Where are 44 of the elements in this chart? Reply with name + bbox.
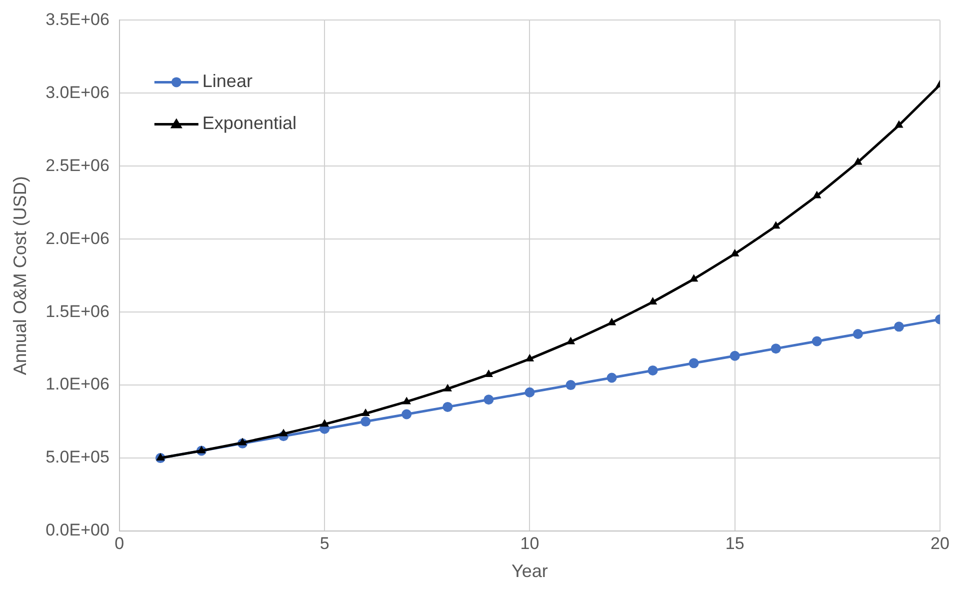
- point: [812, 336, 822, 346]
- point: [812, 190, 822, 198]
- y-tick-label: 5.0E+05: [46, 448, 110, 467]
- point: [402, 409, 412, 420]
- point: [443, 384, 452, 392]
- x-tick-label: 20: [930, 534, 950, 553]
- point: [730, 350, 740, 361]
- point: [279, 428, 288, 436]
- point: [772, 221, 780, 229]
- x-tick-label: 5: [320, 534, 330, 553]
- point: [484, 394, 494, 405]
- x-tick-label: 10: [520, 534, 540, 553]
- y-tick-label: 1.5E+06: [46, 302, 110, 321]
- point: [730, 248, 740, 256]
- point: [606, 372, 617, 383]
- point: [402, 396, 411, 404]
- legend-label: Exponential: [202, 113, 296, 134]
- point: [197, 446, 206, 454]
- point: [320, 419, 329, 427]
- point: [238, 438, 247, 446]
- x-tick-label: 15: [725, 534, 744, 553]
- point: [852, 328, 863, 339]
- point: [894, 120, 904, 128]
- x-axis-title: Year: [512, 561, 548, 582]
- y-tick-label: 0.0E+00: [46, 520, 110, 540]
- point: [360, 416, 371, 427]
- point: [894, 322, 904, 332]
- x-tick-label: 0: [114, 534, 124, 553]
- point: [524, 387, 535, 398]
- point: [442, 402, 453, 412]
- point: [854, 157, 862, 165]
- point: [648, 365, 658, 376]
- y-tick-label: 3.0E+06: [46, 82, 110, 102]
- y-tick-label: 2.5E+06: [46, 156, 110, 175]
- point: [361, 408, 370, 416]
- y-tick-label: 1.0E+06: [46, 374, 110, 394]
- y-tick-label: 3.5E+06: [46, 10, 110, 29]
- y-axis-title: Annual O&M Cost (USD): [10, 176, 30, 376]
- point: [770, 344, 781, 354]
- point: [688, 358, 699, 368]
- point: [566, 380, 576, 390]
- legend-label: Linear: [202, 71, 252, 92]
- y-tick-label: 2.0E+06: [46, 228, 110, 248]
- point: [156, 453, 165, 461]
